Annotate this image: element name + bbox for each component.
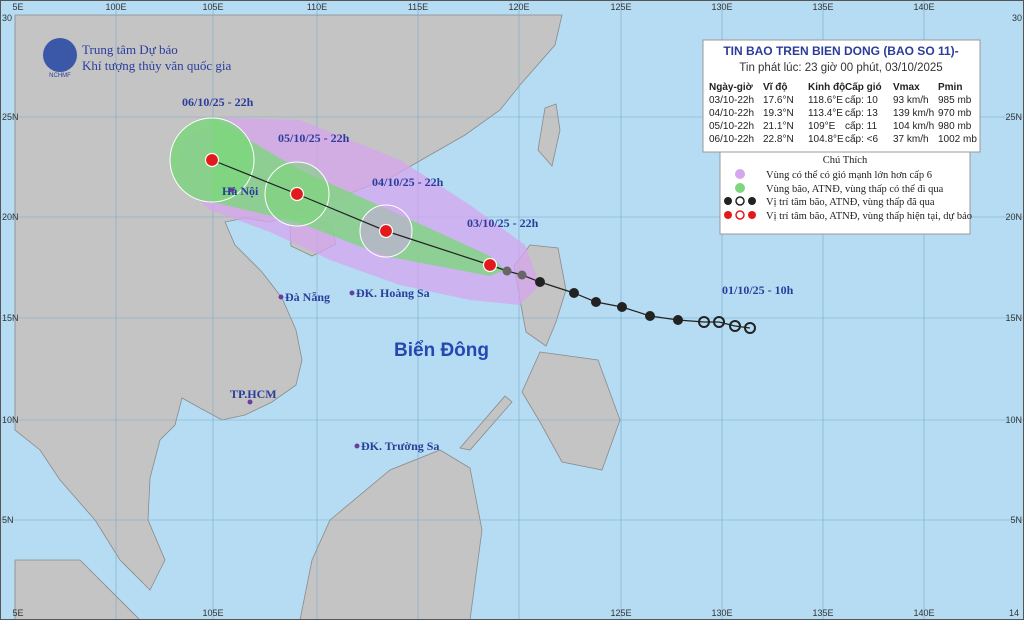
table-cell: 118.6°E [808, 95, 843, 106]
lat-label: 10N [1005, 415, 1022, 425]
lat-label: 30 [2, 13, 12, 23]
lon-label: 140E [913, 2, 934, 12]
place-label: TP.HCM [230, 387, 277, 401]
org-line: Trung tâm Dự báo [82, 42, 178, 57]
lat-label: 15N [1005, 313, 1022, 323]
lat-label: 10N [2, 415, 19, 425]
lon-label: 14 [1009, 608, 1019, 618]
lon-label: 115E [408, 2, 428, 12]
track-label: 06/10/25 - 22h [182, 95, 254, 109]
lon-label: 110E [307, 2, 327, 12]
lon-label: 130E [711, 2, 732, 12]
logo-text: NCHMF [49, 73, 71, 79]
table-cell: 22.8°N [763, 134, 794, 145]
past-positions [502, 266, 756, 334]
table-cell: 06/10-22h [709, 134, 754, 145]
table-cell: 109°E [808, 121, 836, 132]
lat-label: 5N [2, 515, 14, 525]
table-cell: 970 mb [938, 108, 972, 119]
track-line [211, 159, 751, 329]
lon-label: 105E [202, 2, 223, 12]
track-label: 05/10/25 - 22h [278, 131, 350, 145]
table-cell: cấp: 11 [845, 120, 877, 132]
legend-swatch [724, 196, 756, 206]
table-cell: 17.6°N [763, 95, 794, 106]
legend-item: Vùng có thể có gió mạnh lớn hơn cấp 6 [766, 170, 932, 181]
bulletin-box [702, 39, 981, 153]
legend-title: Chú Thích [823, 155, 868, 166]
table-header: Ngày-giờ [709, 82, 754, 93]
table-header: Cấp gió [845, 81, 882, 93]
lon-label: 130E [711, 608, 732, 618]
legend-item: Vùng bão, ATNĐ, vùng thấp có thể đi qua [766, 184, 944, 195]
storm-cone [212, 118, 505, 276]
table-cell: 93 km/h [893, 95, 929, 106]
org-line: Khí tượng thủy văn quốc gia [82, 58, 232, 73]
legend-item: Vị trí tâm bão, ATNĐ, vùng thấp đã qua [766, 197, 935, 208]
legend-swatch [735, 183, 745, 193]
table-cell: 1002 mb [938, 134, 977, 145]
table-cell: 05/10-22h [709, 121, 754, 132]
lat-label: 5N [1010, 515, 1022, 525]
table-cell: 03/10-22h [709, 95, 754, 106]
lat-label: 20N [2, 212, 19, 222]
track-label: 03/10/25 - 22h [467, 216, 539, 230]
lat-label: 25N [1005, 112, 1022, 122]
table-cell: 37 km/h [893, 134, 929, 145]
lon-label: 135E [812, 608, 833, 618]
lon-label: 125E [610, 2, 631, 12]
table-cell: cấp: 13 [845, 107, 878, 119]
table-cell: 04/10-22h [709, 108, 754, 119]
table-header: Vĩ độ [763, 82, 787, 93]
lon-label: 125E [610, 608, 631, 618]
place-dots [229, 187, 360, 449]
lat-label: 20N [1005, 212, 1022, 222]
legend-swatch [735, 169, 745, 179]
table-cell: 19.3°N [763, 108, 794, 119]
lon-label: 140E [913, 608, 934, 618]
table-cell: 139 km/h [893, 108, 934, 119]
sea-label: Biển Đông [394, 340, 489, 361]
lat-label: 25N [2, 112, 19, 122]
table-header: Vmax [893, 82, 920, 93]
forecast-table: Ngày-giờ Vĩ độ Kinh độ Cấp gió Vmax Pmin 03/10… [709, 81, 977, 145]
place-label: ĐK. Trường Sa [361, 439, 439, 453]
legend-swatch [724, 210, 756, 220]
lat-label: 15N [2, 313, 19, 323]
table-header: Kinh độ [808, 82, 845, 93]
place-label: Đà Nẵng [285, 290, 330, 304]
table-cell: cấp: <6 [845, 133, 879, 145]
legend-box [719, 151, 971, 235]
logo [43, 38, 77, 72]
lon-label: 5E [12, 2, 23, 12]
table-header: Pmin [938, 82, 962, 93]
table-cell: 113.4°E [808, 108, 843, 119]
track-label: 04/10/25 - 22h [372, 175, 444, 189]
place-label: ĐK. Hoàng Sa [356, 286, 430, 300]
lon-label: 100E [105, 2, 126, 12]
table-cell: 104 km/h [893, 121, 934, 132]
table-cell: cấp: 10 [845, 94, 878, 106]
table-cell: 980 mb [938, 121, 972, 132]
track-label: 01/10/25 - 10h [722, 283, 794, 297]
lon-label: 120E [508, 2, 529, 12]
table-cell: 104.8°E [808, 134, 844, 145]
lon-label: 105E [202, 608, 223, 618]
table-cell: 21.1°N [763, 121, 794, 132]
bulletin-title: TIN BAO TREN BIEN DONG (BAO SO 11)- [723, 44, 958, 58]
legend-item: Vị trí tâm bão, ATNĐ, vùng thấp hiện tại… [766, 211, 972, 222]
lon-label: 5E [12, 608, 23, 618]
forecast-positions [204, 152, 498, 273]
table-cell: 985 mb [938, 95, 972, 106]
place-label: Hà Nội [222, 184, 259, 198]
lon-label: 135E [812, 2, 833, 12]
bulletin-issued: Tin phát lúc: 23 giờ 00 phút, 03/10/2025 [739, 62, 942, 74]
lat-label: 30 [1012, 13, 1022, 23]
